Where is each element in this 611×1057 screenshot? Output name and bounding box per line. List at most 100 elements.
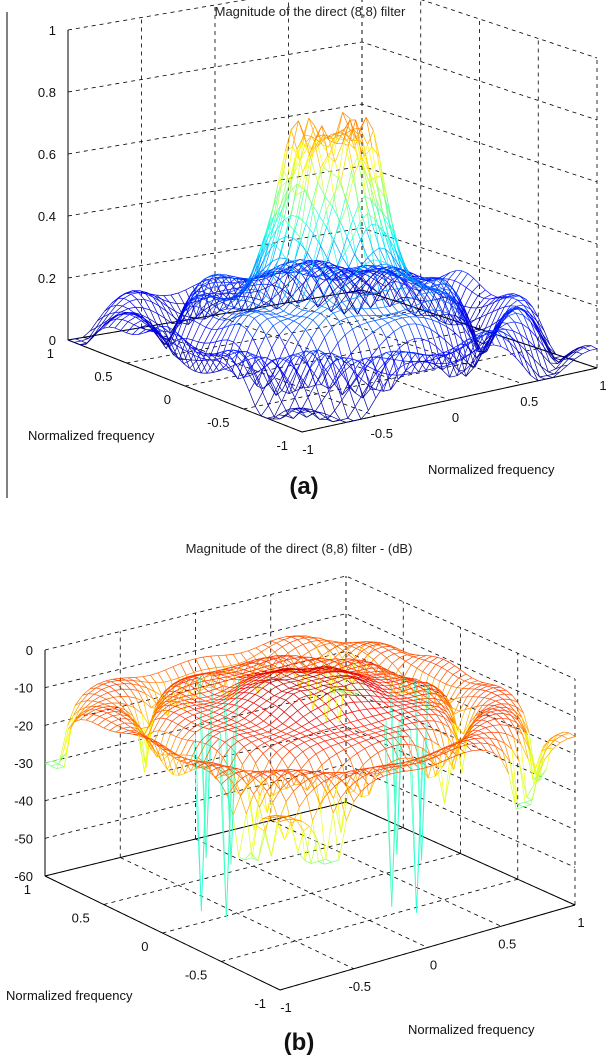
- surface-mesh-line: [457, 296, 465, 310]
- surface-mesh-line: [269, 362, 278, 383]
- surface-mesh-line: [360, 378, 369, 386]
- surface-mesh-line: [104, 302, 113, 312]
- surface-mesh-line: [333, 274, 341, 285]
- surface-mesh-line: [291, 636, 298, 640]
- surface-mesh-line: [308, 264, 316, 273]
- surface-mesh-line: [324, 291, 333, 300]
- surface-mesh-line: [460, 283, 467, 288]
- surface-mesh-line: [203, 329, 212, 344]
- surface-mesh-line: [327, 155, 334, 196]
- x-tick-label: -1: [302, 442, 314, 457]
- surface-mesh-line: [297, 300, 305, 304]
- surface-mesh-line: [283, 310, 290, 315]
- surface-mesh-line: [93, 714, 100, 717]
- surface-mesh-line: [508, 312, 517, 317]
- surface-mesh-line: [335, 375, 343, 396]
- surface-mesh-line: [92, 700, 99, 703]
- surface-mesh-line: [428, 292, 436, 300]
- surface-mesh-line: [254, 731, 261, 735]
- surface-mesh-line: [246, 285, 254, 297]
- surface-mesh-line: [309, 146, 318, 158]
- surface-mesh-line: [225, 654, 232, 666]
- surface-mesh-line: [464, 680, 471, 684]
- surface-mesh-line: [590, 345, 598, 350]
- surface-mesh-line: [297, 350, 306, 354]
- surface-mesh-line: [362, 385, 369, 399]
- surface-mesh-line: [439, 351, 446, 359]
- surface-mesh-line: [297, 710, 304, 717]
- surface-mesh-line: [461, 343, 469, 349]
- surface-mesh-line: [200, 692, 208, 698]
- surface-mesh-line: [262, 687, 269, 692]
- surface-mesh-line: [367, 213, 376, 220]
- surface-mesh-line: [328, 299, 336, 306]
- surface-mesh-line: [426, 315, 434, 317]
- surface-mesh-line: [323, 413, 332, 417]
- surface-mesh-line: [229, 294, 237, 300]
- surface-mesh-line: [347, 119, 357, 146]
- surface-mesh-line: [390, 230, 399, 249]
- surface-mesh-line: [239, 329, 248, 348]
- surface-mesh-line: [295, 271, 304, 275]
- z-grid-line: [44, 575, 576, 680]
- surface-mesh-line: [370, 300, 377, 308]
- surface-mesh-line: [328, 375, 337, 389]
- panel-a-x-axis-label: Normalized frequency: [428, 462, 555, 477]
- surface-mesh-line: [96, 706, 103, 708]
- surface-mesh-line: [281, 316, 289, 320]
- surface-mesh-line: [332, 284, 341, 293]
- surface-mesh-line: [496, 313, 505, 325]
- surface-mesh-line: [286, 733, 293, 737]
- surface-mesh-line: [337, 357, 346, 360]
- surface-mesh-line: [144, 299, 152, 303]
- surface-mesh-line: [349, 119, 358, 141]
- surface-mesh-line: [417, 281, 425, 286]
- surface-mesh-line: [340, 363, 347, 373]
- surface-mesh-line: [445, 348, 453, 353]
- surface-mesh-line: [292, 259, 301, 262]
- surface-mesh-line: [455, 358, 464, 363]
- surface-mesh-line: [255, 248, 264, 275]
- surface-mesh-line: [357, 140, 364, 143]
- surface-mesh-line: [303, 268, 312, 295]
- surface-mesh-line: [193, 308, 202, 322]
- surface-mesh-line: [391, 355, 399, 380]
- surface-mesh-line: [302, 300, 311, 311]
- surface-mesh-line: [256, 385, 263, 389]
- surface-mesh-line: [344, 271, 351, 274]
- surface-mesh-line: [382, 374, 390, 392]
- surface-mesh-line: [245, 813, 253, 858]
- surface-mesh-line: [284, 679, 291, 683]
- surface-mesh-line: [339, 220, 348, 237]
- surface-mesh-line: [361, 257, 368, 266]
- surface-mesh-line: [419, 299, 426, 302]
- surface-mesh-line: [485, 325, 492, 329]
- surface-mesh-line: [321, 144, 329, 148]
- surface-mesh-line: [165, 342, 174, 356]
- surface-mesh-line: [318, 239, 326, 263]
- surface-mesh-line: [247, 296, 255, 299]
- surface-mesh-line: [358, 357, 366, 362]
- surface-mesh-line: [343, 363, 350, 388]
- surface-mesh-line: [284, 333, 293, 347]
- surface-mesh-line: [103, 727, 110, 731]
- surface-mesh-line: [108, 304, 117, 315]
- surface-mesh-line: [268, 212, 277, 244]
- surface-mesh-line: [407, 744, 414, 760]
- surface-mesh-line: [126, 291, 135, 294]
- surface-mesh-line: [322, 685, 330, 688]
- surface-mesh-line: [547, 747, 553, 750]
- surface-mesh-line: [342, 267, 351, 272]
- surface-mesh-line: [227, 293, 235, 309]
- surface-mesh-line: [329, 284, 338, 299]
- surface-mesh-line: [326, 734, 333, 740]
- surface-mesh-line: [527, 339, 536, 348]
- surface-mesh-line: [554, 355, 562, 359]
- surface-mesh-line: [375, 389, 384, 392]
- surface-mesh-line: [473, 277, 480, 285]
- surface-mesh-line: [467, 739, 474, 744]
- surface-mesh-line: [332, 738, 339, 744]
- surface-mesh-line: [390, 311, 399, 315]
- surface-mesh-line: [428, 355, 436, 364]
- surface-mesh-line: [294, 262, 302, 268]
